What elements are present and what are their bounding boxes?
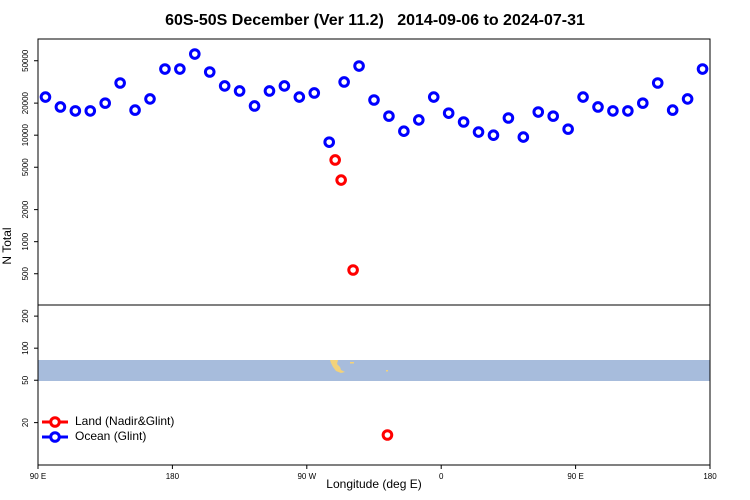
- data-point: [329, 154, 341, 166]
- data-point: [622, 105, 634, 117]
- data-point: [293, 91, 306, 103]
- data-point: [457, 116, 470, 128]
- y-axis-label: N Total: [0, 227, 14, 264]
- legend-swatch-marker: [49, 416, 61, 428]
- data-point: [54, 101, 67, 113]
- data-point: [218, 80, 231, 92]
- data-point: [248, 100, 261, 112]
- data-point: [189, 48, 201, 60]
- x-tick-label: 180: [703, 472, 717, 481]
- data-point: [129, 104, 141, 116]
- plot-frame: [37, 38, 711, 466]
- data-point: [69, 105, 82, 117]
- data-point: [368, 94, 380, 106]
- y-tick-label: 500: [21, 267, 30, 281]
- x-tick-label: 180: [166, 472, 180, 481]
- ocean-band: [38, 360, 710, 381]
- legend-swatch-marker: [49, 431, 61, 443]
- data-point: [381, 429, 394, 441]
- data-point: [338, 76, 350, 88]
- data-point: [517, 131, 530, 143]
- data-point: [696, 63, 709, 75]
- x-tick-label: 90 E: [567, 472, 583, 481]
- data-point: [335, 174, 347, 186]
- data-point: [347, 264, 359, 276]
- data-point: [114, 77, 126, 89]
- data-point: [413, 114, 425, 126]
- x-tick-label: 0: [439, 472, 444, 481]
- data-point: [637, 97, 649, 109]
- data-point: [99, 97, 111, 109]
- map-strip: [38, 360, 710, 381]
- data-point: [398, 125, 410, 137]
- data-point: [174, 63, 186, 75]
- y-tick-label: 100: [21, 341, 30, 355]
- y-tick-label: 50000: [21, 49, 30, 72]
- x-tick-label: 90 E: [30, 472, 46, 481]
- land-patch: [330, 360, 345, 373]
- y-tick-label: 20000: [21, 91, 30, 114]
- legend-label: Land (Nadir&Glint): [75, 414, 174, 428]
- data-point: [233, 85, 246, 97]
- land-patch: [386, 370, 388, 372]
- data-point: [353, 60, 365, 72]
- y-tick-label: 1000: [21, 232, 30, 250]
- data-point: [383, 110, 395, 122]
- land-patch: [350, 362, 354, 364]
- data-point: [547, 110, 560, 122]
- data-point: [592, 101, 604, 113]
- data-point: [487, 129, 500, 141]
- data-point: [144, 93, 156, 105]
- x-axis-label: Longitude (deg E): [326, 477, 421, 491]
- y-tick-label: 5000: [21, 158, 30, 176]
- data-point: [323, 136, 336, 148]
- data-point: [502, 112, 515, 124]
- data-point: [263, 85, 276, 97]
- data-point: [203, 66, 216, 78]
- data-point: [577, 91, 589, 103]
- y-tick-label: 200: [21, 309, 30, 323]
- data-point: [472, 126, 485, 138]
- data-point: [442, 107, 455, 119]
- data-point: [562, 123, 574, 135]
- data-point: [681, 93, 694, 105]
- x-tick-label: 90 W: [297, 472, 316, 481]
- y-tick-label: 2000: [21, 200, 30, 218]
- data-point: [532, 106, 545, 118]
- y-tick-label: 50: [21, 375, 30, 384]
- data-point: [651, 77, 664, 89]
- y-tick-label: 10000: [21, 124, 30, 147]
- data-point: [159, 63, 171, 75]
- data-point: [308, 87, 321, 99]
- data-point: [427, 91, 440, 103]
- data-point: [278, 80, 291, 92]
- legend: Land (Nadir&Glint)Ocean (Glint): [42, 414, 174, 443]
- legend-label: Ocean (Glint): [75, 429, 146, 443]
- data-point: [84, 105, 97, 117]
- data-point: [666, 104, 679, 116]
- chart-title: 60S-50S December (Ver 11.2) 2014-09-06 t…: [165, 12, 585, 29]
- data-point: [607, 105, 619, 117]
- y-tick-label: 20: [21, 418, 30, 427]
- data-point: [39, 91, 52, 103]
